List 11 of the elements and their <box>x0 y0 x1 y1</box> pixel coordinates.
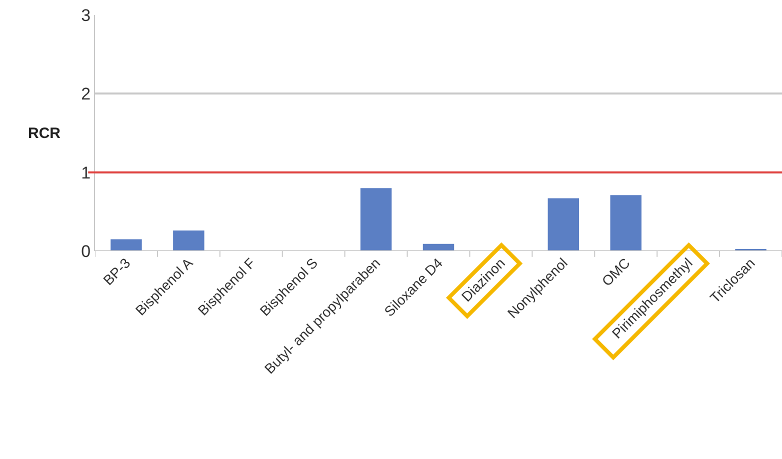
y-tick-label: 0 <box>81 242 91 261</box>
bar <box>360 188 392 251</box>
y-tick-label: 3 <box>81 6 91 25</box>
bar <box>110 239 142 251</box>
y-axis-title: RCR <box>28 125 61 142</box>
y-tick-label: 2 <box>81 84 91 104</box>
y-tick-label: 1 <box>81 163 91 182</box>
bar <box>422 244 454 251</box>
bar <box>610 195 642 251</box>
bar <box>548 198 580 251</box>
bar <box>173 230 204 251</box>
